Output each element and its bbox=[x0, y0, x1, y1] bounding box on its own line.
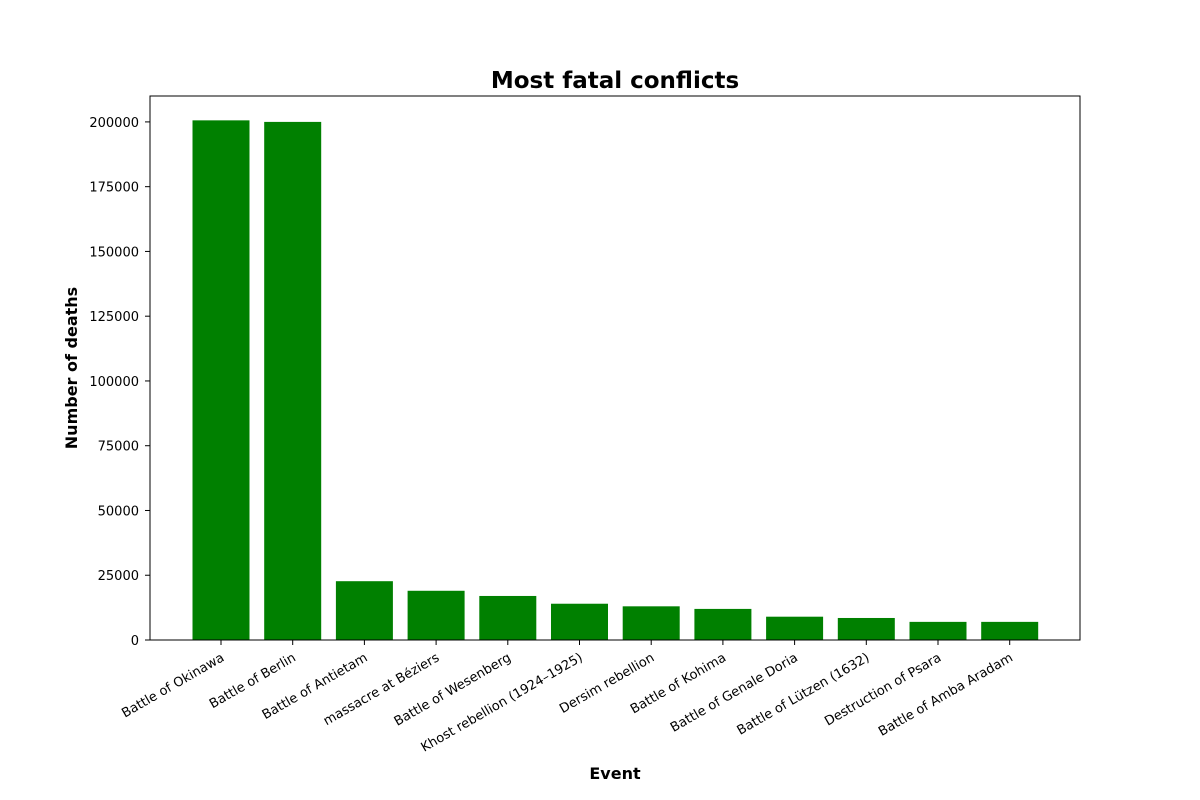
y-tick-label: 200000 bbox=[89, 116, 139, 131]
bar bbox=[622, 606, 680, 640]
y-tick-label: 75000 bbox=[98, 440, 139, 455]
y-tick-label: 25000 bbox=[98, 569, 139, 584]
x-tick-label: Battle of Genale Doria bbox=[668, 650, 801, 735]
bar bbox=[766, 616, 824, 640]
x-tick-label: Destruction of Psara bbox=[822, 650, 944, 729]
x-tick-label: Battle of Okinawa bbox=[119, 650, 227, 721]
y-axis-label: Number of deaths bbox=[62, 287, 81, 449]
bar bbox=[837, 617, 895, 640]
x-tick-label: Battle of Wesenberg bbox=[392, 650, 514, 729]
bar bbox=[551, 603, 608, 640]
bar bbox=[909, 621, 967, 640]
chart-title: Most fatal conflicts bbox=[491, 68, 739, 94]
bar bbox=[694, 608, 752, 640]
y-tick-label: 0 bbox=[131, 634, 139, 649]
y-tick-label: 150000 bbox=[89, 245, 139, 260]
y-tick-label: 100000 bbox=[89, 375, 139, 390]
bars-group bbox=[192, 120, 1039, 641]
x-tick-label: Battle of Amba Aradam bbox=[876, 650, 1016, 739]
bar bbox=[192, 120, 250, 641]
y-tick-label: 125000 bbox=[89, 310, 139, 325]
bar bbox=[407, 590, 465, 640]
x-axis-label: Event bbox=[589, 764, 641, 783]
y-tick-label: 175000 bbox=[89, 181, 139, 196]
bar bbox=[335, 581, 393, 640]
x-tick-label: massacre at Béziers bbox=[321, 650, 442, 729]
plot-frame bbox=[149, 95, 1081, 641]
bar bbox=[479, 595, 537, 640]
y-tick-label: 50000 bbox=[98, 504, 139, 519]
bar bbox=[981, 621, 1039, 640]
bar bbox=[264, 121, 322, 640]
y-axis: 0 25000 50000 75000 100000 125000 150000 175000… bbox=[89, 116, 150, 649]
x-tick-label: Battle of Lützen (1632) bbox=[735, 650, 873, 738]
